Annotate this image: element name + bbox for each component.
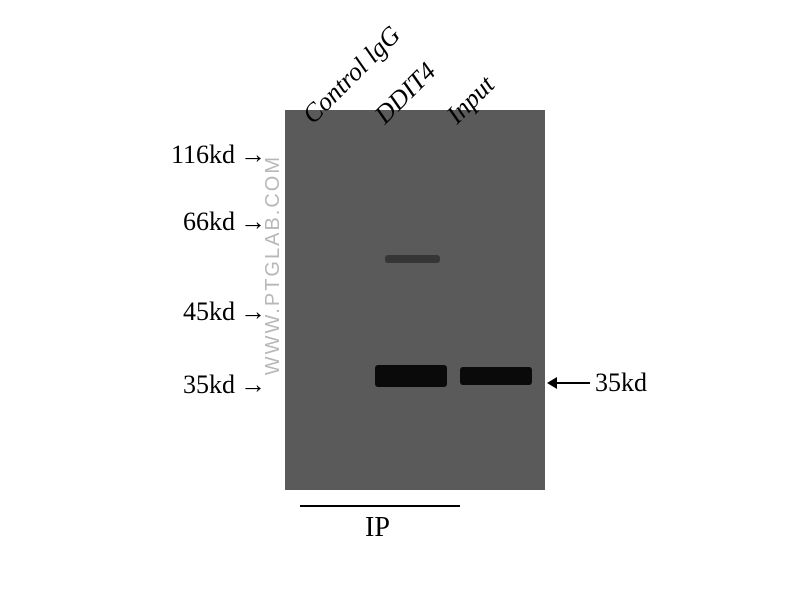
mw-text-45: 45kd <box>183 297 235 326</box>
band-lane2-faint <box>385 255 440 263</box>
band-lane3-main <box>460 367 532 385</box>
ip-label: IP <box>365 512 390 544</box>
blot-membrane <box>285 110 545 490</box>
band-lane2-main <box>375 365 447 387</box>
mw-label-45: 45kd <box>155 297 235 327</box>
result-arrow <box>555 382 590 384</box>
result-text: 35kd <box>595 368 647 397</box>
mw-text-116: 116kd <box>171 140 235 169</box>
mw-text-35: 35kd <box>183 370 235 399</box>
result-label: 35kd <box>595 368 647 398</box>
mw-label-66: 66kd <box>155 207 235 237</box>
figure-container: 116kd → 66kd → 45kd → 35kd → Control lgG… <box>0 0 800 600</box>
ip-text: IP <box>365 512 390 543</box>
mw-label-35: 35kd <box>155 370 235 400</box>
mw-label-116: 116kd <box>155 140 235 170</box>
mw-text-66: 66kd <box>183 207 235 236</box>
watermark: WWW.PTGLAB.COM <box>262 155 285 375</box>
ip-bracket <box>300 505 460 507</box>
watermark-text: WWW.PTGLAB.COM <box>262 155 284 375</box>
